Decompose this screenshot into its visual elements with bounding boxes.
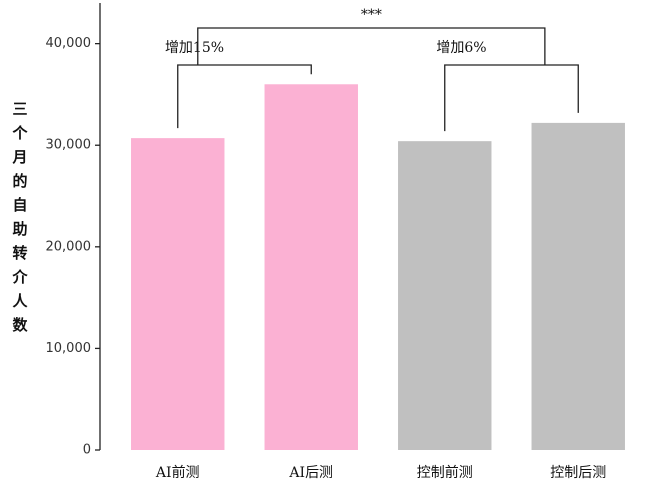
bracket <box>177 64 312 129</box>
x-tick-label: AI前测 <box>155 464 200 481</box>
bracket <box>197 27 546 65</box>
annotation: 增加6% <box>436 40 486 56</box>
bar <box>398 141 492 450</box>
bar <box>264 84 358 450</box>
y-tick-label: 20,000 <box>46 239 92 254</box>
annotation: 增加15% <box>165 40 224 56</box>
y-tick-label: 10,000 <box>46 341 92 356</box>
bar <box>131 138 225 450</box>
bar <box>531 122 625 451</box>
y-axis-label: 三个月的自助转介人数 <box>11 100 28 334</box>
y-tick-label: 40,000 <box>46 36 92 51</box>
y-tick-label: 30,000 <box>46 138 92 153</box>
annotation: *** <box>361 7 382 23</box>
x-tick-label: 控制后测 <box>550 465 606 481</box>
y-tick-label: 0 <box>83 443 91 458</box>
bracket <box>444 64 579 132</box>
x-tick-label: 控制前测 <box>417 464 473 481</box>
x-tick-label: AI后测 <box>288 465 333 481</box>
